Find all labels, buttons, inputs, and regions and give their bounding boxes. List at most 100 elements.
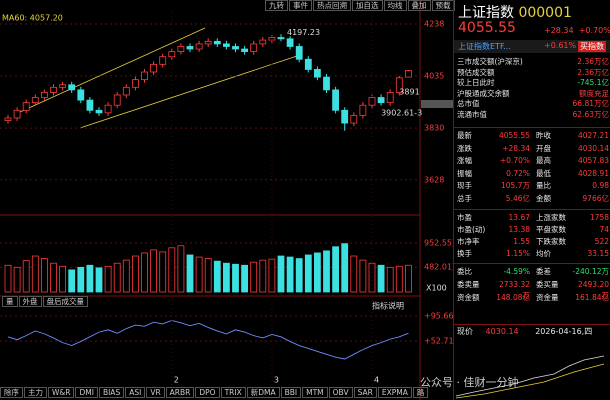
volume-bar bbox=[232, 263, 239, 293]
tab[interactable]: ASI bbox=[125, 387, 146, 398]
divider bbox=[454, 263, 610, 264]
tab[interactable]: VR bbox=[146, 387, 165, 398]
y-tick-label: 3628 bbox=[424, 175, 444, 184]
tab[interactable]: ARBR bbox=[165, 387, 195, 398]
value: 4030.14 bbox=[577, 143, 609, 153]
watermark: 公众号 · 佳财一分钟 bbox=[420, 376, 519, 389]
candle-body bbox=[86, 99, 94, 111]
candle-body bbox=[404, 70, 412, 78]
etf-pct: +0.61% bbox=[544, 41, 577, 50]
tab[interactable]: 主力 bbox=[24, 387, 47, 398]
candle-body bbox=[386, 92, 394, 104]
candle-body bbox=[13, 109, 21, 119]
tab[interactable]: TRIX bbox=[220, 387, 246, 398]
tab[interactable]: 均线 bbox=[383, 0, 407, 11]
candle-body bbox=[141, 71, 148, 81]
tab[interactable]: 外盘 bbox=[18, 296, 42, 307]
label: 均价 bbox=[536, 249, 551, 258]
volume-bar bbox=[341, 243, 349, 293]
volume-bar bbox=[113, 262, 121, 293]
label: 资金量 bbox=[536, 293, 559, 302]
low-annotation: 3902.61-3 bbox=[381, 109, 422, 118]
tab[interactable]: SAR bbox=[353, 387, 377, 398]
value: 0.72% bbox=[506, 168, 530, 178]
tab[interactable]: 盘后成交量 bbox=[42, 296, 88, 307]
candle-body bbox=[131, 79, 139, 88]
buy-button[interactable]: 买指数 bbox=[578, 41, 606, 52]
index-price: 4055.55 bbox=[458, 20, 516, 36]
tab[interactable]: 预载 bbox=[431, 0, 455, 11]
volume-bar bbox=[177, 245, 185, 293]
candle-body bbox=[4, 117, 12, 121]
etf-row: 上证指数ETF... +0.61% 买指数 bbox=[454, 40, 610, 53]
tab[interactable]: EXPMA bbox=[377, 387, 412, 398]
stat-row: 流通市值 62.63万亿 bbox=[457, 109, 609, 120]
candle-body bbox=[368, 97, 376, 106]
candle-body bbox=[295, 46, 303, 60]
stat-value: 2.36万亿 bbox=[577, 57, 609, 66]
value: 161.84亿 bbox=[575, 293, 609, 302]
indicator-tick-label: +52.71 bbox=[424, 337, 453, 346]
stat-value: 62.63万亿 bbox=[572, 109, 609, 119]
volume-bar bbox=[213, 260, 221, 293]
label: 涨跌 bbox=[457, 143, 472, 153]
volume-bar bbox=[31, 255, 39, 293]
candle-body bbox=[22, 102, 30, 111]
label: 总手 bbox=[457, 193, 472, 203]
toolbar: 九转 事件 热点回溯 加自选 均线 叠加 预载 bbox=[265, 0, 456, 11]
value: 5.46亿 bbox=[505, 193, 530, 203]
index-change: +28.34 +0.70% bbox=[544, 26, 610, 35]
mini-chart bbox=[455, 355, 605, 399]
label: 开盘 bbox=[536, 143, 551, 153]
label: 市盈(动) bbox=[457, 225, 486, 234]
label: 最高 bbox=[536, 156, 551, 165]
tab[interactable]: 路 bbox=[412, 387, 429, 398]
tab[interactable]: BIAS bbox=[98, 387, 125, 398]
value: +28.34 bbox=[502, 143, 530, 153]
tab[interactable]: 除序 bbox=[0, 387, 23, 398]
price-marker bbox=[421, 100, 453, 108]
value: 148.08亿 bbox=[496, 293, 530, 302]
tab[interactable]: 事件 bbox=[289, 0, 312, 11]
x-tick-label: 3 bbox=[274, 376, 279, 385]
candle-body bbox=[77, 89, 85, 101]
etf-name[interactable]: 上证指数ETF... bbox=[458, 42, 511, 51]
tab[interactable]: OBV bbox=[328, 387, 353, 398]
label: 上涨家数 bbox=[536, 213, 566, 222]
volume-bar bbox=[77, 266, 85, 293]
tab[interactable]: BBI bbox=[280, 387, 302, 398]
candle-body bbox=[332, 89, 340, 111]
label: 涨幅 bbox=[457, 156, 472, 165]
mini-line bbox=[455, 355, 605, 397]
volume-bar bbox=[104, 265, 112, 293]
volume-bar bbox=[204, 258, 212, 293]
tab[interactable]: MTM bbox=[302, 387, 328, 398]
stat-row: 预估成交额 2.36万亿 bbox=[457, 67, 609, 78]
candle-body bbox=[50, 86, 57, 93]
volume-bar bbox=[50, 262, 57, 293]
tab[interactable]: 新DMA bbox=[246, 387, 280, 398]
volume-bar bbox=[359, 259, 367, 293]
value: -4.59% bbox=[503, 267, 530, 276]
tab[interactable]: DMI bbox=[75, 387, 98, 398]
candle-body bbox=[122, 86, 130, 96]
value: 9766亿 bbox=[582, 193, 609, 203]
tab[interactable]: 叠加 bbox=[407, 0, 431, 11]
chart-area: MA60: 4057.20 3628 3830 4035 4238 4197.23 390… bbox=[0, 0, 453, 400]
candle-body bbox=[350, 115, 358, 124]
tab[interactable]: 热点回溯 bbox=[313, 0, 351, 11]
tab[interactable]: 九转 bbox=[265, 0, 288, 11]
tab[interactable]: W&R bbox=[48, 387, 75, 398]
tab[interactable]: 加自选 bbox=[352, 0, 383, 11]
stat-row: 较上日此时 -745.1亿 bbox=[457, 77, 609, 88]
volume-bar bbox=[168, 247, 176, 293]
volume-bar bbox=[141, 252, 148, 293]
volume-bar bbox=[277, 255, 285, 293]
candle-body bbox=[241, 48, 249, 52]
tab[interactable]: 量 bbox=[2, 296, 18, 307]
value: 522 bbox=[594, 237, 609, 246]
volume-bar bbox=[250, 261, 258, 293]
volume-bar bbox=[4, 264, 12, 293]
tab[interactable]: DPO bbox=[195, 387, 220, 398]
